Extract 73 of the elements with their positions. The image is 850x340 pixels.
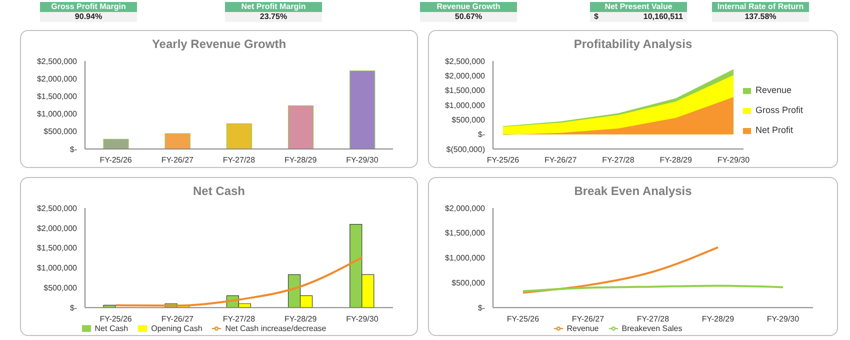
category-label: Net Profit Margin	[225, 2, 322, 12]
category-label: Revenue Growth	[420, 2, 517, 12]
category-label: Gross Profit Margin	[40, 2, 137, 12]
x-tick-label: FY-28/29	[284, 156, 318, 165]
y-tick-label: $2,500,000	[36, 56, 78, 66]
chart-title: Profitability Analysis	[572, 37, 694, 53]
y-tick-label: $-	[478, 303, 486, 312]
y-tick-label: $-	[478, 130, 486, 140]
y-tick-label: $500,000	[452, 278, 486, 288]
bar	[164, 133, 190, 149]
category-label: Internal Rate of Return	[712, 2, 809, 12]
legend-label: Revenue	[566, 324, 599, 333]
x-tick-label: FY-27/28	[222, 314, 256, 324]
x-tick-label: FY-29/30	[346, 314, 379, 324]
chart-title: Net Cash	[192, 184, 246, 200]
x-tick-label: FY-25/26	[100, 314, 132, 324]
legend-label: Net Profit	[755, 125, 793, 135]
bar	[350, 70, 376, 149]
x-tick-label: FY-29/30	[766, 314, 800, 324]
text: 23.75%	[260, 12, 288, 21]
x-tick-label: FY-28/29	[702, 314, 735, 324]
x-tick-label: FY-27/28	[602, 156, 635, 165]
x-tick-label: FY-27/28	[222, 156, 256, 165]
x-tick-label: FY-26/27	[544, 156, 578, 165]
x-tick-label: FY-26/27	[161, 314, 194, 324]
y-tick-label: $(500,000)	[446, 144, 486, 154]
category-label: Net Present Value	[590, 2, 687, 12]
y-tick-label: $1,000,000	[444, 254, 486, 263]
y-tick-label: $1,000,000	[36, 264, 78, 273]
text: 137.58%	[744, 12, 776, 21]
legend-label: Gross Profit	[755, 105, 803, 115]
chart-title: Yearly Revenue Growth	[150, 37, 288, 53]
line-series	[522, 246, 719, 294]
x-tick-label: FY-29/30	[346, 156, 379, 165]
y-tick-label: $2,500,000	[444, 56, 486, 66]
legend-label: Opening Cash	[151, 324, 202, 333]
x-tick-label: FY-26/27	[572, 314, 605, 324]
y-tick-label: $2,000,000	[444, 72, 486, 81]
y-tick-label: $1,000,000	[444, 100, 486, 110]
y-tick-label: $500,000	[44, 284, 78, 293]
y-tick-label: $2,000,000	[36, 224, 78, 233]
x-tick-label: FY-25/26	[486, 156, 520, 165]
y-tick-label: $1,000,000	[36, 110, 78, 119]
y-tick-label: $500,000	[452, 116, 486, 125]
x-tick-label: FY-28/29	[660, 156, 692, 165]
text: 50.67%	[454, 12, 482, 21]
text: $ 10,160,511	[594, 12, 683, 21]
chart-title: Break Even Analysis	[573, 184, 693, 200]
x-tick-label: FY-25/26	[506, 314, 540, 324]
y-tick-label: $1,500,000	[444, 228, 486, 238]
y-tick-label: $2,500,000	[36, 204, 78, 213]
y-tick-label: $500,000	[44, 127, 78, 136]
bar	[288, 105, 314, 149]
y-tick-label: $1,500,000	[36, 92, 78, 102]
y-tick-label: $1,500,000	[444, 86, 486, 96]
x-tick-label: FY-27/28	[636, 314, 670, 324]
legend-label: Revenue	[755, 85, 792, 95]
text: 90.94%	[74, 12, 102, 21]
legend-label: Breakeven Sales	[622, 324, 682, 333]
y-tick-label: $2,000,000	[444, 204, 486, 213]
y-tick-label: $-	[70, 144, 78, 154]
y-tick-label: $2,000,000	[36, 74, 78, 84]
legend-label: Net Cash	[94, 324, 128, 333]
y-tick-label: $-	[70, 303, 78, 312]
x-tick-label: FY-25/26	[100, 156, 132, 165]
x-tick-label: FY-26/27	[161, 156, 194, 165]
y-tick-label: $1,500,000	[36, 244, 78, 253]
x-tick-label: FY-28/29	[284, 314, 318, 324]
x-tick-label: FY-29/30	[717, 156, 750, 165]
bar	[226, 123, 252, 149]
legend-label: Net Cash increase/decrease	[225, 324, 326, 333]
line-series	[114, 256, 364, 307]
bar	[103, 138, 129, 149]
